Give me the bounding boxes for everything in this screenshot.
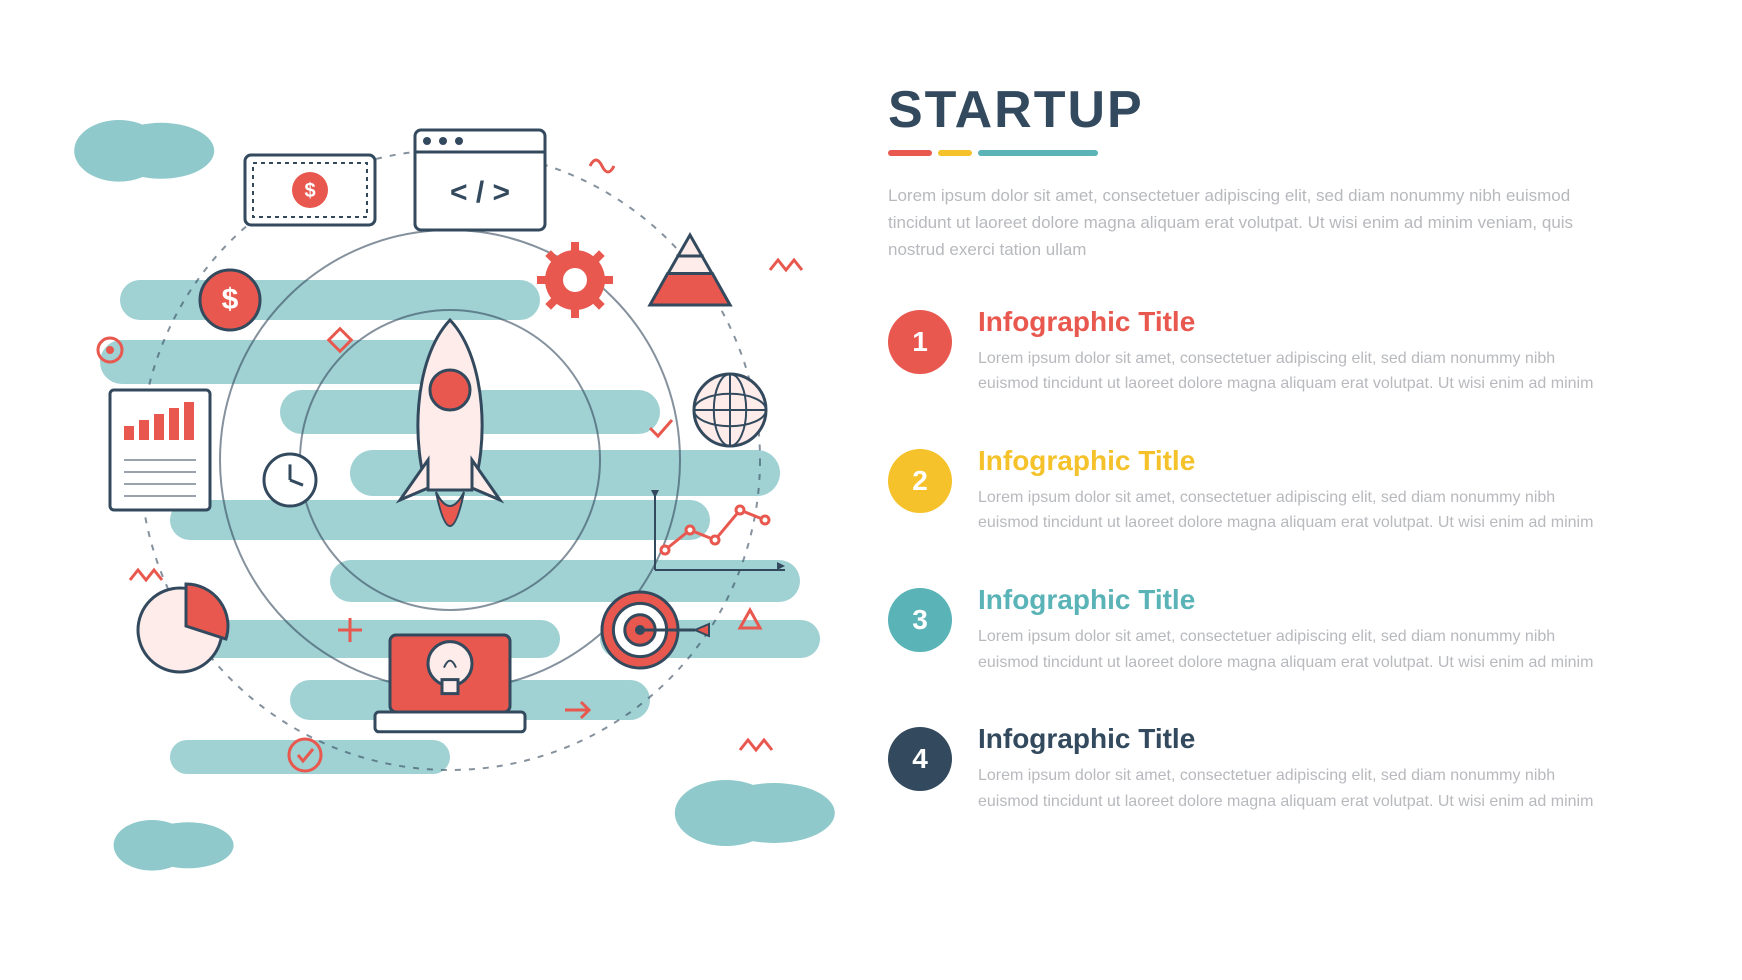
code-window-icon: < / > — [415, 130, 545, 230]
list-item: 3 Infographic Title Lorem ipsum dolor si… — [888, 584, 1608, 675]
document-chart-icon — [110, 390, 210, 510]
money-bill-icon: $ — [245, 155, 375, 225]
illustration: $ < / > $ — [30, 60, 870, 920]
intro-text: Lorem ipsum dolor sit amet, consectetuer… — [888, 182, 1588, 264]
underline-seg-2 — [938, 150, 972, 156]
cloud-icon — [74, 120, 214, 182]
cloud-icon — [675, 780, 835, 846]
dollar-coin-icon: $ — [200, 270, 260, 330]
globe-icon — [694, 374, 766, 446]
item-desc-1: Lorem ipsum dolor sit amet, consectetuer… — [978, 346, 1608, 397]
item-desc-3: Lorem ipsum dolor sit amet, consectetuer… — [978, 624, 1608, 675]
zigzag-decor — [740, 740, 772, 750]
svg-text:< / >: < / > — [450, 176, 510, 209]
cloud-icon — [114, 820, 234, 871]
list-item: 2 Infographic Title Lorem ipsum dolor si… — [888, 445, 1608, 536]
underline-seg-1 — [888, 150, 932, 156]
item-title-2: Infographic Title — [978, 445, 1608, 477]
item-badge-1: 1 — [888, 310, 952, 374]
item-badge-3: 3 — [888, 588, 952, 652]
title-underline — [888, 150, 1608, 156]
item-desc-2: Lorem ipsum dolor sit amet, consectetuer… — [978, 485, 1608, 536]
svg-text:$: $ — [304, 180, 315, 202]
list-item: 4 Infographic Title Lorem ipsum dolor si… — [888, 723, 1608, 814]
svg-text:$: $ — [222, 283, 239, 316]
clock-icon — [264, 454, 316, 506]
content-column: STARTUP Lorem ipsum dolor sit amet, cons… — [888, 80, 1608, 862]
item-title-3: Infographic Title — [978, 584, 1608, 616]
item-title-1: Infographic Title — [978, 306, 1608, 338]
gear-icon — [537, 242, 613, 318]
pie-chart-icon — [138, 584, 228, 672]
list-item: 1 Infographic Title Lorem ipsum dolor si… — [888, 306, 1608, 397]
zigzag-decor — [770, 260, 802, 270]
laptop-bulb-icon — [375, 635, 525, 732]
page-title: STARTUP — [888, 80, 1608, 140]
item-badge-2: 2 — [888, 449, 952, 513]
bg-band — [120, 280, 540, 320]
item-desc-4: Lorem ipsum dolor sit amet, consectetuer… — [978, 763, 1608, 814]
underline-seg-3 — [978, 150, 1098, 156]
pyramid-icon — [650, 235, 730, 305]
item-badge-4: 4 — [888, 727, 952, 791]
zigzag-decor — [130, 570, 162, 580]
item-title-4: Infographic Title — [978, 723, 1608, 755]
tilde-decor — [590, 160, 614, 172]
items-list: 1 Infographic Title Lorem ipsum dolor si… — [888, 306, 1608, 815]
bg-band — [100, 340, 460, 384]
